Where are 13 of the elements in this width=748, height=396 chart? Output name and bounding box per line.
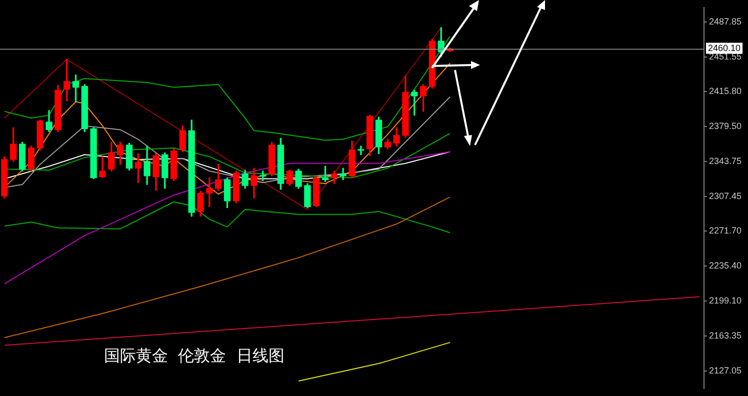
y-tick-label: 2487.85 bbox=[709, 16, 742, 26]
text: 国际黄金 伦敦金 日线图 bbox=[104, 346, 284, 365]
ref-line-label: 2460.10 bbox=[708, 43, 741, 54]
y-tick-label: 2307.45 bbox=[709, 190, 742, 201]
y-tick-label: 2163.35 bbox=[709, 330, 742, 340]
y-tick-label: 2451.55 bbox=[709, 51, 742, 62]
y-tick-label: 2235.40 bbox=[709, 260, 742, 271]
y-tick-label: 2379.50 bbox=[709, 121, 742, 132]
y-tick-label: 2271.70 bbox=[709, 225, 742, 236]
y-tick-label: 2199.10 bbox=[709, 296, 742, 306]
y-tick-label: 2343.75 bbox=[709, 156, 742, 166]
y-tick-label: 2415.80 bbox=[709, 86, 742, 96]
y-tick-label: 2127.05 bbox=[709, 365, 742, 376]
